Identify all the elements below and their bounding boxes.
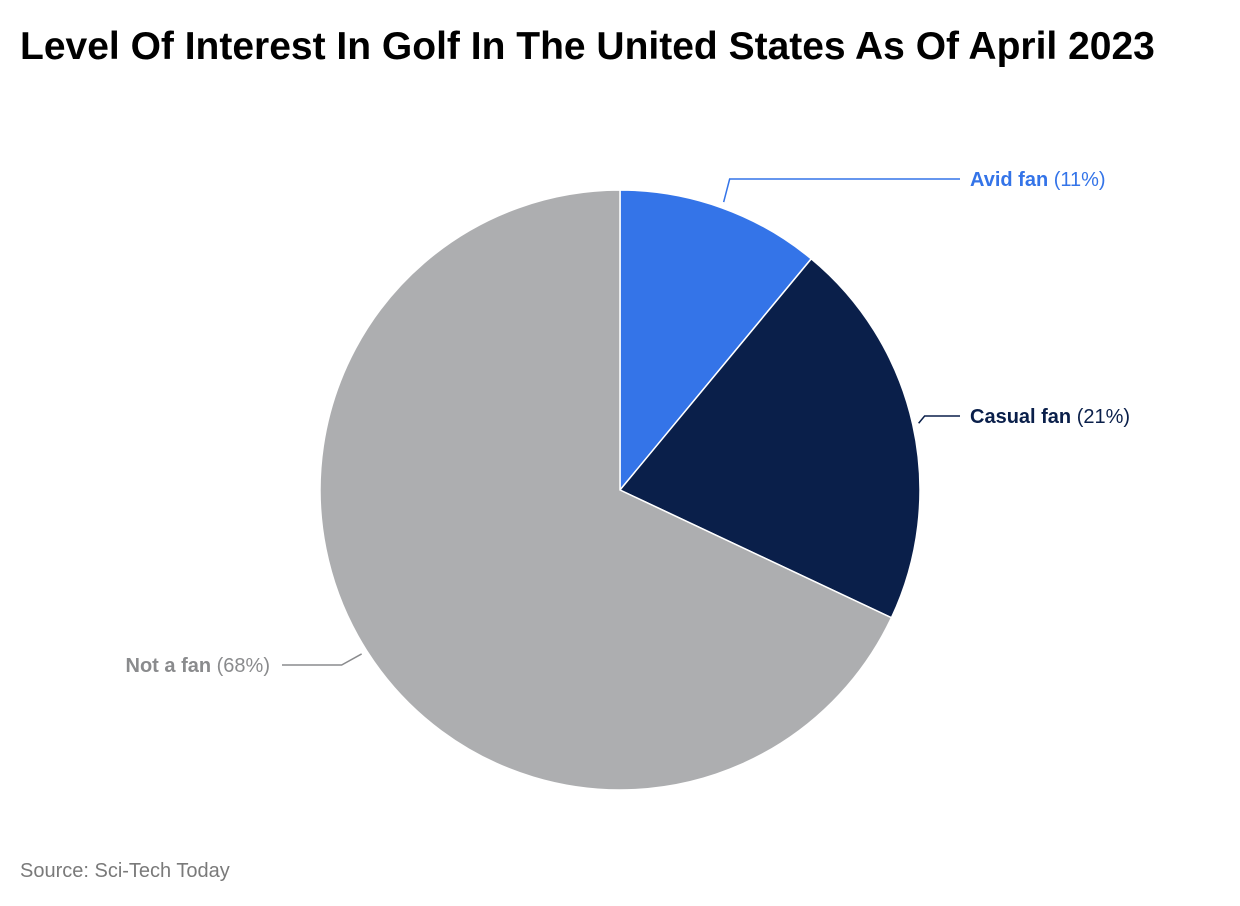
pie-slice bbox=[618, 257, 921, 619]
leader-line bbox=[282, 653, 362, 666]
source-note: Source: Sci-Tech Today bbox=[20, 860, 230, 882]
slice-value: (11%) bbox=[1054, 169, 1106, 191]
slice-value: (21%) bbox=[1077, 406, 1130, 428]
leader-line bbox=[722, 178, 960, 203]
slice-value: (68%) bbox=[217, 655, 270, 677]
slice-label: Avid fan (11%) bbox=[970, 169, 1106, 191]
slice-label: Casual fan (21%) bbox=[970, 406, 1130, 428]
pie-slice bbox=[319, 189, 893, 791]
slice-name: Casual fan bbox=[970, 406, 1071, 428]
slice-name: Avid fan bbox=[970, 169, 1048, 191]
slice-name: Not a fan bbox=[126, 655, 212, 677]
pie-slice bbox=[619, 189, 813, 493]
chart-title: Level Of Interest In Golf In The United … bbox=[20, 25, 1155, 68]
slice-label: Not a fan (68%) bbox=[126, 655, 270, 677]
leader-line bbox=[918, 415, 960, 424]
